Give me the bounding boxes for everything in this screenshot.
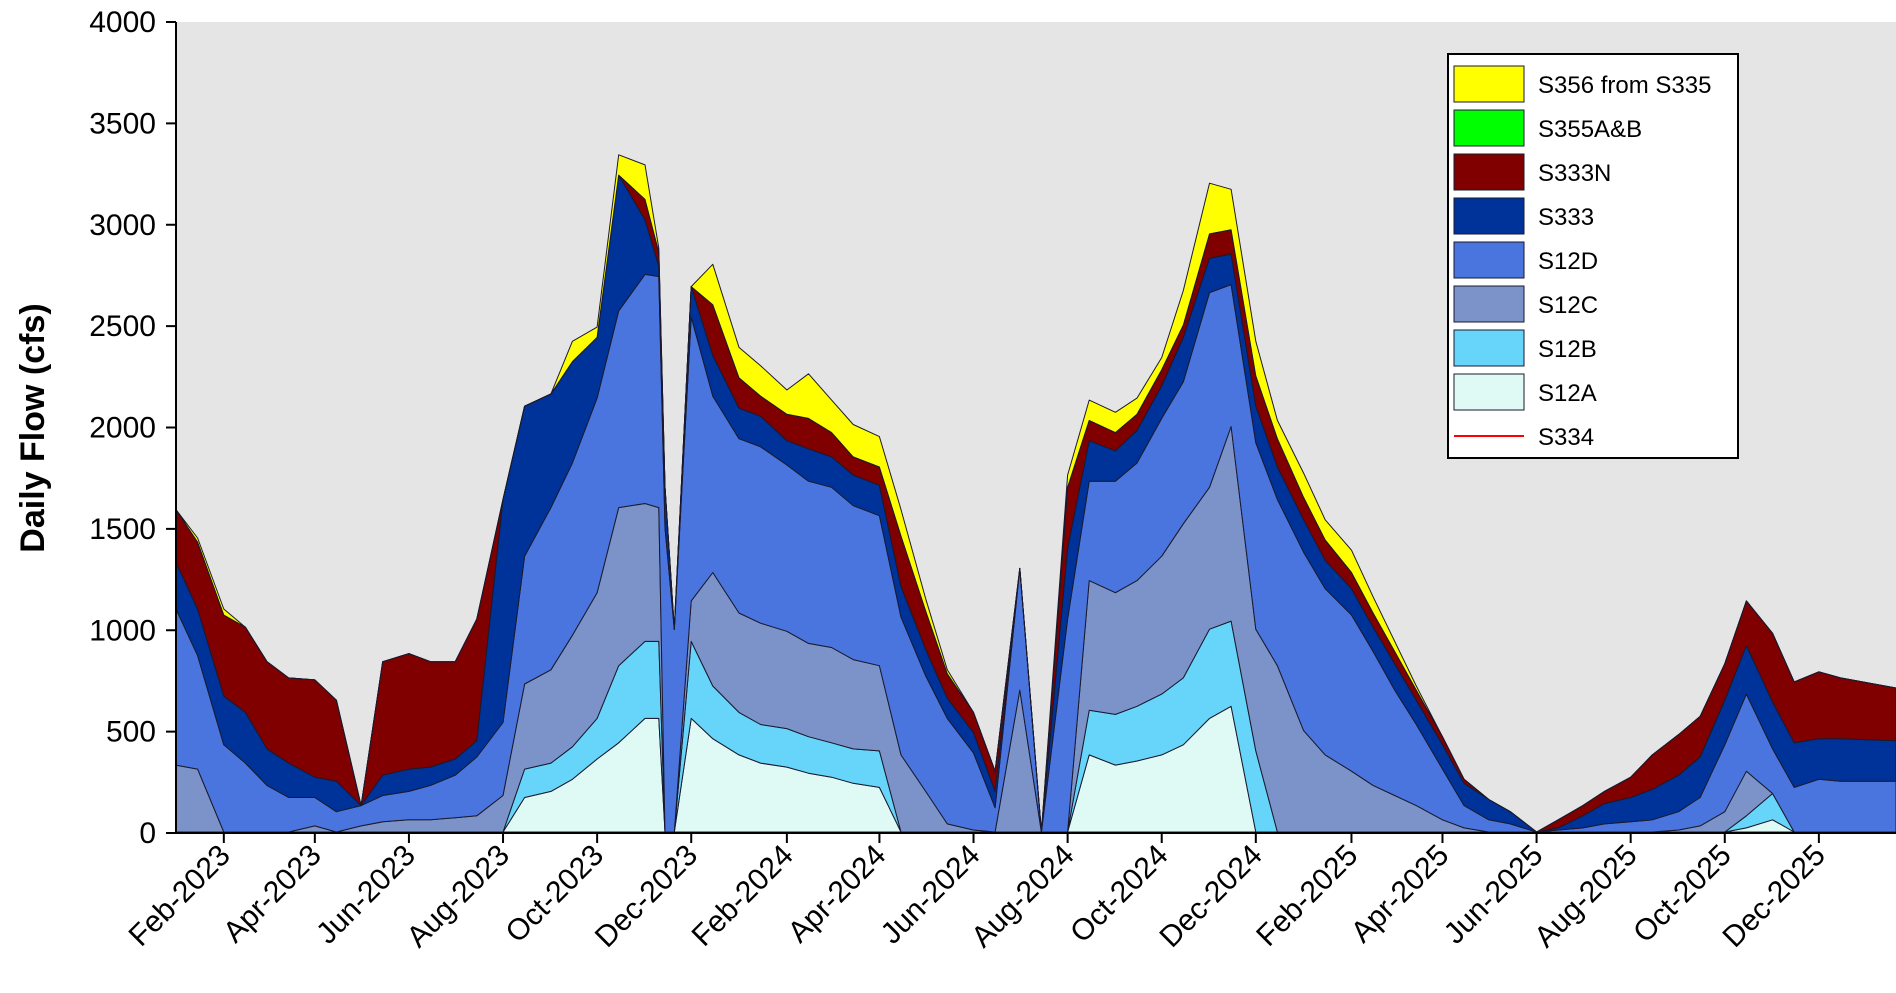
legend-label-s334: S334 xyxy=(1538,424,1594,451)
legend-swatch-s12d xyxy=(1453,241,1525,279)
legend-label-s333: S333 xyxy=(1538,204,1594,231)
x-ticks: Feb-2023Apr-2023Jun-2023Aug-2023Oct-2023… xyxy=(123,833,1832,954)
legend-label-s355a-b: S355A&B xyxy=(1538,116,1642,143)
y-tick-label: 4000 xyxy=(89,6,156,39)
y-tick-label: 2500 xyxy=(89,310,156,343)
y-tick-label: 0 xyxy=(139,817,156,850)
y-tick-label: 3000 xyxy=(89,209,156,242)
legend-swatch-s12b xyxy=(1453,329,1525,367)
x-tick-label: Apr-2025 xyxy=(1345,839,1456,950)
y-tick-label: 3500 xyxy=(89,107,156,140)
legend-label-s356-from-s335: S356 from S335 xyxy=(1538,72,1711,99)
legend-swatch-s333 xyxy=(1453,197,1525,235)
x-tick-label: Aug-2023 xyxy=(401,839,516,954)
x-tick-label: Feb-2025 xyxy=(1250,839,1364,953)
legend-label-s12b: S12B xyxy=(1538,336,1597,363)
legend-swatch-s356-from-s335 xyxy=(1453,65,1525,103)
y-tick-label: 1500 xyxy=(89,513,156,546)
x-tick-label: Apr-2023 xyxy=(217,839,328,950)
y-tick-label: 1000 xyxy=(89,614,156,647)
y-ticks: 0 500 1000 1500 2000 2500 3000 3500 4000 xyxy=(89,6,176,850)
legend-swatch-s355a-b xyxy=(1453,109,1525,147)
x-tick-label: Apr-2024 xyxy=(782,839,893,950)
legend-swatch-s333n xyxy=(1453,153,1525,191)
series-s356-from-s335 xyxy=(175,154,1896,833)
y-axis-title: Daily Flow (cfs) xyxy=(14,303,52,552)
legend-label-s12d: S12D xyxy=(1538,248,1598,275)
stacked-areas xyxy=(175,154,1896,833)
legend-label-s12a: S12A xyxy=(1538,380,1597,407)
legend-label-s333n: S333N xyxy=(1538,160,1611,187)
x-tick-label: Dec-2023 xyxy=(589,839,704,954)
x-tick-label: Aug-2025 xyxy=(1528,839,1643,954)
x-tick-label: Feb-2024 xyxy=(686,839,800,953)
legend: S356 from S335 S355A&B S333N S333 S12D S12C S1… xyxy=(1447,53,1739,459)
x-tick-label: Feb-2023 xyxy=(123,839,237,953)
legend-label-s12c: S12C xyxy=(1538,292,1598,319)
x-tick-label: Aug-2024 xyxy=(965,839,1080,954)
legend-swatch-s12a xyxy=(1453,373,1525,411)
y-tick-label: 2000 xyxy=(89,412,156,445)
legend-swatch-s12c xyxy=(1453,285,1525,323)
x-tick-label: Dec-2025 xyxy=(1717,839,1832,954)
x-tick-label: Dec-2024 xyxy=(1153,839,1268,954)
y-tick-label: 500 xyxy=(106,716,156,749)
